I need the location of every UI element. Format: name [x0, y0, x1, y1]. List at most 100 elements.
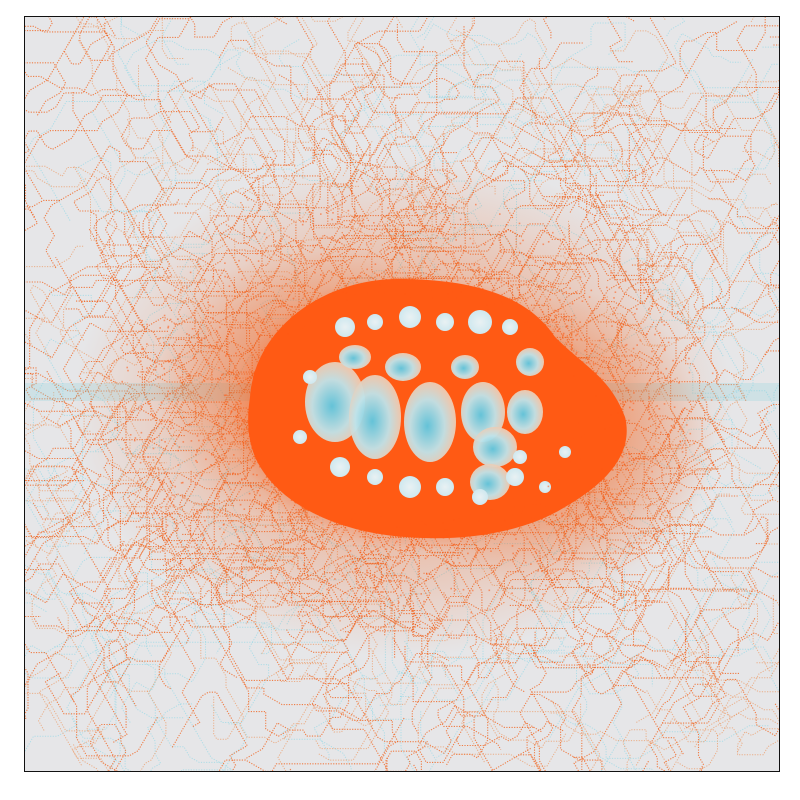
speckle-dot [279, 584, 281, 587]
speckle-dot [518, 293, 521, 296]
speckle-dot [302, 240, 305, 243]
speckle-dot [581, 361, 584, 363]
speckle-dot [235, 415, 237, 418]
speckle-dot [620, 328, 622, 331]
speckle-dot [602, 333, 605, 336]
speckle-dot [617, 412, 619, 414]
speckle-dot [545, 584, 547, 587]
speckle-dot [487, 309, 489, 311]
speckle-dot [575, 291, 578, 294]
speckle-dot [188, 524, 190, 527]
speckle-dot [550, 286, 553, 289]
speckle-dot [121, 380, 123, 383]
speckle-dot [557, 461, 560, 464]
speckle-dot [184, 495, 186, 497]
speckle-dot [619, 360, 621, 362]
orange-lattice-path [581, 583, 705, 669]
speckle-dot [402, 568, 405, 571]
speckle-dot [664, 349, 666, 352]
orange-lattice-path [25, 516, 111, 721]
speckle-dot [294, 258, 296, 260]
speckle-dot [524, 561, 527, 564]
speckle-dot [171, 400, 173, 403]
speckle-dot [413, 552, 415, 554]
orange-lattice-path [25, 214, 163, 359]
speckle-dot [621, 433, 624, 435]
speckle-dot [630, 354, 633, 356]
speckle-dot [182, 481, 184, 484]
speckle-dot [239, 503, 242, 506]
speckle-dot [587, 361, 590, 364]
speckle-dot [455, 297, 458, 299]
speckle-dot [622, 461, 625, 463]
speckle-dot [230, 410, 233, 412]
speckle-dot [152, 459, 155, 461]
speckle-dot [561, 551, 564, 553]
orange-lattice-path [635, 652, 725, 748]
speckle-dot [614, 291, 617, 293]
speckle-dot [366, 256, 369, 258]
speckle-dot [648, 418, 650, 421]
orange-lattice-path [25, 370, 137, 445]
speckle-dot [380, 515, 382, 518]
speckle-dot [302, 549, 305, 551]
speckle-dot [661, 361, 663, 363]
speckle-dot [233, 561, 235, 564]
speckle-dot [595, 395, 597, 397]
orange-lattice-path [694, 332, 748, 470]
speckle-dot [446, 529, 448, 531]
speckle-dot [216, 330, 218, 333]
speckle-dot [525, 299, 528, 302]
speckle-dot [454, 235, 456, 238]
speckle-dot [561, 512, 563, 515]
speckle-dot [644, 535, 646, 537]
speckle-dot [163, 367, 165, 370]
speckle-dot [475, 203, 477, 206]
speckle-dot [523, 506, 526, 508]
orange-lattice-path [310, 17, 364, 70]
speckle-dot [581, 300, 584, 302]
speckle-dot [238, 259, 240, 262]
speckle-dot [415, 593, 418, 595]
speckle-dot [552, 338, 555, 341]
speckle-dot [577, 330, 579, 333]
speckle-dot [604, 499, 607, 502]
speckle-dot [632, 459, 635, 461]
speckle-dot [359, 230, 362, 233]
speckle-dot [639, 339, 642, 342]
speckle-dot [490, 270, 493, 273]
speckle-dot [640, 278, 643, 281]
cyan-lattice-path [117, 17, 256, 97]
speckle-dot [562, 334, 564, 336]
speckle-dot [169, 318, 172, 321]
speckle-dot [331, 236, 333, 238]
speckle-dot [505, 230, 507, 233]
orange-lattice-path [462, 549, 636, 663]
speckle-dot [574, 462, 577, 465]
speckle-dot [596, 535, 598, 537]
blob-hole [303, 370, 317, 384]
speckle-dot [673, 406, 676, 408]
speckle-dot [560, 503, 562, 506]
speckle-dot [248, 492, 251, 495]
speckle-dot [445, 253, 448, 256]
orange-lattice-path [417, 73, 507, 141]
speckle-dot [146, 323, 148, 326]
speckle-dot [226, 304, 228, 307]
speckle-dot [126, 366, 128, 369]
speckle-dot [666, 456, 668, 459]
orange-lattice-path [568, 66, 637, 293]
speckle-dot [686, 327, 688, 330]
speckle-dot [488, 589, 491, 592]
speckle-dot [632, 402, 635, 405]
speckle-dot [293, 525, 295, 527]
orange-lattice-path [240, 652, 450, 721]
speckle-dot [352, 248, 355, 250]
orange-lattice-path [194, 473, 346, 685]
orange-lattice-path [684, 108, 724, 271]
speckle-dot [358, 216, 360, 219]
speckle-dot [196, 475, 198, 477]
speckle-dot [401, 253, 404, 256]
speckle-dot [149, 498, 151, 500]
speckle-dot [255, 231, 257, 234]
